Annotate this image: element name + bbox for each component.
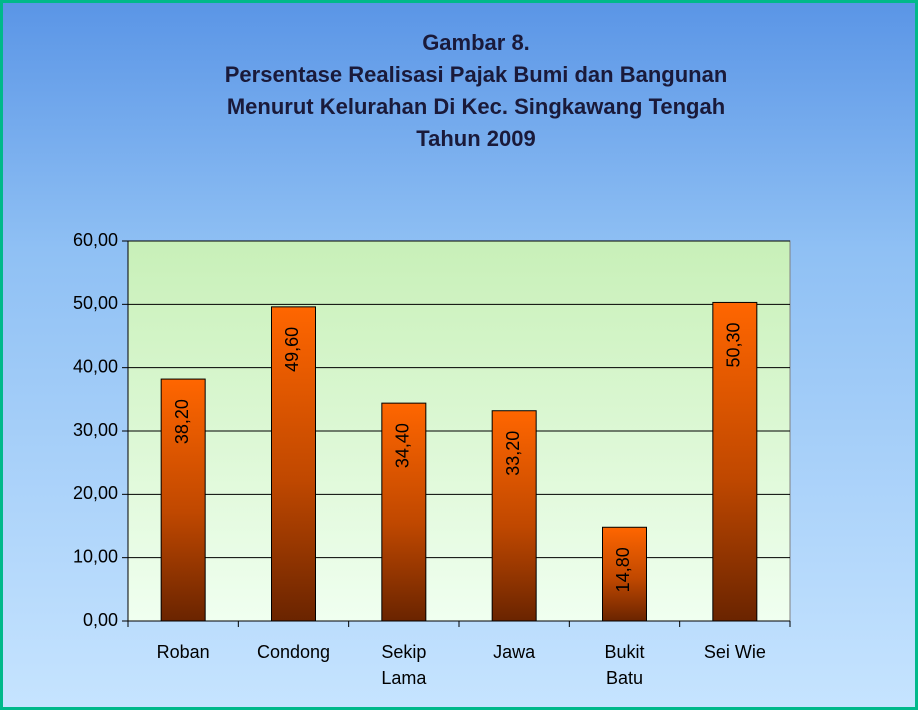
bar	[602, 526, 647, 622]
bar	[381, 402, 427, 622]
chart-title: Persentase Realisasi Pajak Bumi dan Bang…	[225, 62, 728, 87]
y-tick-label: 40,00	[73, 356, 118, 376]
data-label: 14,80	[613, 547, 633, 592]
bar	[271, 306, 316, 622]
data-label: 33,20	[503, 431, 523, 476]
x-tick-label: Jawa	[493, 642, 536, 662]
x-tick-label: Sekip Lama	[381, 642, 427, 688]
y-tick-label: 10,00	[73, 546, 118, 566]
bar	[712, 301, 758, 622]
chart-title: Tahun 2009	[416, 126, 535, 151]
y-tick-label: 30,00	[73, 420, 118, 440]
data-label: 38,20	[172, 399, 192, 444]
x-tick-label: Roban	[156, 642, 210, 662]
data-label: 50,30	[724, 322, 744, 367]
x-tick-label: Condong	[256, 642, 331, 662]
bar	[160, 378, 206, 622]
x-tick-label: Sei Wie	[703, 642, 766, 662]
chart-title: Gambar 8.	[422, 30, 530, 55]
y-tick-label: 60,00	[73, 230, 118, 250]
x-tick-label: Bukit Batu	[604, 642, 645, 688]
chart-title: Menurut Kelurahan Di Kec. Singkawang Ten…	[227, 94, 725, 119]
y-tick-label: 0,00	[83, 610, 118, 630]
bar	[491, 410, 537, 622]
y-tick-label: 20,00	[73, 483, 118, 503]
data-label: 49,60	[282, 327, 302, 372]
data-label: 34,40	[393, 423, 413, 468]
y-tick-label: 50,00	[73, 293, 118, 313]
